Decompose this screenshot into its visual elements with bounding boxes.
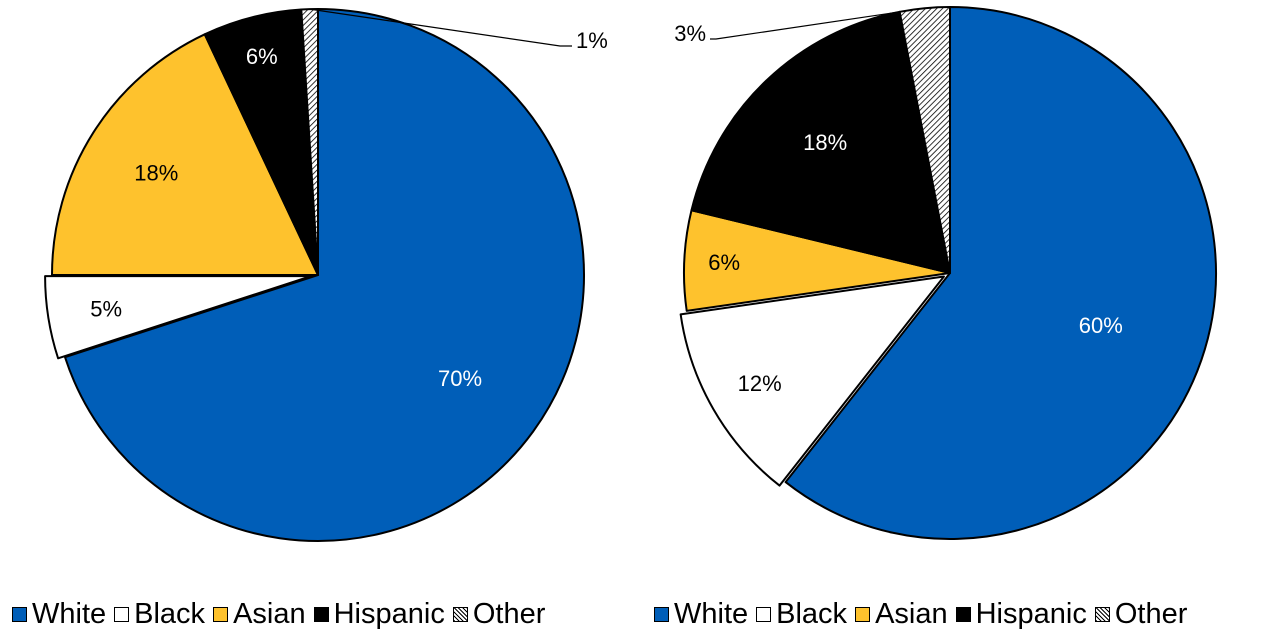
legend-swatch-asian bbox=[855, 606, 871, 622]
pie-chart-right: 60% 12% 6% 18% 3% bbox=[674, 6, 1217, 540]
legend-swatch-asian bbox=[213, 606, 229, 622]
pie-chart-left: 70% 5% 18% 6% 1% bbox=[44, 8, 608, 542]
legend-label: Hispanic bbox=[975, 597, 1087, 630]
data-label-asian: 18% bbox=[134, 160, 178, 185]
legend-label: White bbox=[674, 597, 749, 630]
legend-label: Asian bbox=[233, 597, 306, 630]
legend-label: Other bbox=[1114, 597, 1188, 630]
legend-label: White bbox=[32, 597, 107, 630]
data-label-other: 1% bbox=[576, 28, 608, 53]
legend-swatch-white bbox=[654, 606, 669, 622]
legend-label: Other bbox=[472, 597, 546, 630]
slice-black bbox=[44, 275, 313, 360]
legend-item-other: Other bbox=[452, 597, 546, 631]
data-label-asian: 6% bbox=[708, 250, 740, 275]
legend-swatch-black bbox=[756, 606, 772, 622]
data-label-black: 5% bbox=[90, 297, 122, 322]
data-label-white: 70% bbox=[438, 366, 482, 391]
legend-label: Black bbox=[776, 597, 848, 630]
slice-white bbox=[784, 6, 1217, 540]
legend-left: White Black Asian Hispanic Other bbox=[12, 594, 545, 634]
legend-item-asian: Asian bbox=[213, 598, 306, 631]
legend-swatch-hispanic bbox=[955, 606, 971, 622]
legend-item-white: White bbox=[654, 598, 748, 631]
slice-asian bbox=[51, 33, 319, 276]
legend-swatch-white bbox=[12, 606, 27, 622]
legend-swatch-other bbox=[1094, 606, 1110, 622]
data-label-other: 3% bbox=[674, 21, 706, 46]
data-label-hispanic: 18% bbox=[803, 130, 847, 155]
legend-label: Hispanic bbox=[333, 597, 445, 630]
legend-item-other: Other bbox=[1094, 597, 1188, 631]
leader-line bbox=[309, 8, 572, 47]
legend-item-black: Black bbox=[114, 598, 205, 631]
legend-swatch-hispanic bbox=[313, 606, 329, 622]
legend-item-hispanic: Hispanic bbox=[313, 597, 445, 631]
data-label-white: 60% bbox=[1079, 313, 1123, 338]
legend-label: Black bbox=[134, 597, 206, 630]
legend-item-white: White bbox=[12, 598, 106, 631]
slice-white bbox=[64, 8, 585, 542]
legend-label: Asian bbox=[875, 597, 948, 630]
legend-swatch-other bbox=[452, 606, 468, 622]
data-label-black: 12% bbox=[738, 371, 782, 396]
slice-black bbox=[679, 275, 945, 487]
legend-item-asian: Asian bbox=[855, 598, 948, 631]
slice-hispanic bbox=[690, 10, 951, 274]
legend-swatch-black bbox=[114, 606, 130, 622]
legend-item-hispanic: Hispanic bbox=[955, 597, 1087, 631]
legend-item-black: Black bbox=[756, 598, 847, 631]
leader-line bbox=[710, 7, 925, 40]
legend-right: White Black Asian Hispanic Other bbox=[654, 594, 1187, 634]
data-label-hispanic: 6% bbox=[246, 44, 278, 69]
